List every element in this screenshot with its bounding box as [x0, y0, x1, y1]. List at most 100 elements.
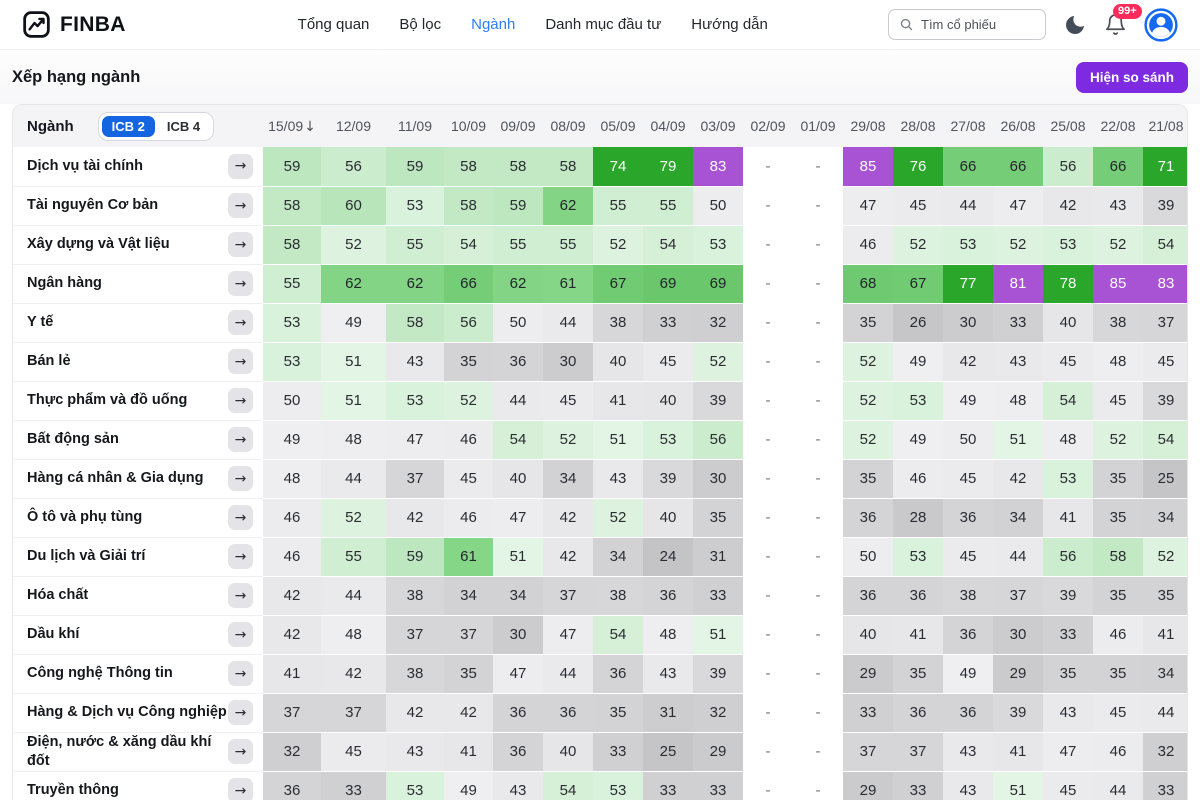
sector-detail-arrow-button[interactable]: → [228, 310, 253, 335]
notifications-button[interactable]: 99+ [1104, 4, 1142, 36]
icb-toggle: ICB 2 ICB 4 [97, 111, 215, 141]
date-column-header[interactable]: 22/08 [1100, 118, 1136, 134]
rank-cell: - [743, 420, 793, 460]
date-column-header[interactable]: 04/09 [650, 118, 686, 134]
date-column-header[interactable]: 09/09 [500, 118, 536, 134]
rank-cell: 40 [843, 615, 893, 655]
date-column-header[interactable]: 03/09 [700, 118, 736, 134]
right-arrow-icon: → [234, 236, 247, 253]
rank-cell: - [743, 771, 793, 800]
date-column-header[interactable]: 28/08 [900, 118, 936, 134]
sector-detail-arrow-button[interactable]: → [228, 466, 253, 491]
rank-cell: 38 [943, 576, 993, 616]
rank-cell: 56 [1043, 537, 1093, 577]
sector-detail-arrow-button[interactable]: → [228, 739, 253, 764]
sector-detail-arrow-button[interactable]: → [228, 193, 253, 218]
finba-logo-icon [22, 10, 51, 39]
rank-cell: 44 [1093, 771, 1143, 800]
rank-cell: 45 [1093, 381, 1143, 421]
sector-detail-arrow-button[interactable]: → [228, 271, 253, 296]
date-column-header[interactable]: 01/09 [800, 118, 836, 134]
nav-item[interactable]: Bộ lọc [399, 16, 442, 33]
rank-cell: 43 [643, 654, 693, 694]
sector-detail-arrow-button[interactable]: → [228, 505, 253, 530]
date-column-header[interactable]: 08/09 [550, 118, 586, 134]
top-right-controls: 99+ [888, 4, 1178, 42]
rank-cell: 37 [1143, 303, 1187, 343]
rank-cell: - [793, 732, 843, 772]
sector-detail-arrow-button[interactable]: → [228, 661, 253, 686]
search-box[interactable] [888, 9, 1046, 40]
rank-cell: 45 [943, 537, 993, 577]
date-column-header[interactable]: 02/09 [750, 118, 786, 134]
rank-cell: 52 [843, 342, 893, 382]
rank-cell: 58 [444, 186, 493, 226]
rank-cell: 35 [1093, 654, 1143, 694]
nav-item[interactable]: Hướng dẫn [691, 16, 768, 33]
brand[interactable]: FINBA [22, 10, 126, 39]
rank-cell: 26 [893, 303, 943, 343]
rank-cell: 48 [321, 615, 386, 655]
rank-cell: 83 [693, 147, 743, 187]
rank-cell: 43 [1093, 186, 1143, 226]
rank-cell: 38 [386, 654, 444, 694]
rank-cell: 35 [444, 342, 493, 382]
nav-item[interactable]: Ngành [471, 16, 516, 33]
sector-detail-arrow-button[interactable]: → [228, 778, 253, 800]
sector-detail-arrow-button[interactable]: → [228, 583, 253, 608]
rank-cell: 56 [1043, 147, 1093, 187]
icb4-toggle[interactable]: ICB 4 [166, 118, 201, 134]
rank-cell: 44 [321, 459, 386, 499]
rank-cell: 50 [943, 420, 993, 460]
sector-detail-arrow-button[interactable]: → [228, 622, 253, 647]
rank-cell: 40 [643, 381, 693, 421]
sector-detail-arrow-button[interactable]: → [228, 388, 253, 413]
sector-detail-arrow-button[interactable]: → [228, 544, 253, 569]
account-button[interactable] [1144, 7, 1178, 42]
date-column-header[interactable]: 25/08 [1050, 118, 1086, 134]
sector-detail-arrow-button[interactable]: → [228, 349, 253, 374]
rank-cell: - [743, 303, 793, 343]
rank-cell: 58 [386, 303, 444, 343]
rank-cell: 36 [943, 693, 993, 733]
rank-cell: 53 [386, 186, 444, 226]
date-column-header[interactable]: 29/08 [850, 118, 886, 134]
nav-item[interactable]: Danh mục đầu tư [545, 16, 662, 33]
sector-detail-arrow-button[interactable]: → [228, 232, 253, 257]
date-column-header[interactable]: 10/09 [450, 118, 487, 134]
date-column-header[interactable]: 21/08 [1148, 118, 1184, 134]
rank-cell: 74 [593, 147, 643, 187]
table-row: Thực phẩm và đồ uống → 50 51 53 52 44 45 41 40 39-… [13, 381, 1187, 421]
date-column-header[interactable]: 26/08 [1000, 118, 1036, 134]
sector-detail-arrow-button[interactable]: → [228, 700, 253, 725]
sector-detail-arrow-button[interactable]: → [228, 427, 253, 452]
rank-cell: 37 [321, 693, 386, 733]
rank-cell: 36 [893, 576, 943, 616]
compare-button[interactable]: Hiện so sánh [1075, 61, 1188, 93]
dark-mode-toggle[interactable] [1063, 13, 1087, 37]
rank-cell: - [793, 225, 843, 265]
search-input[interactable] [921, 17, 1031, 32]
date-column-header[interactable]: 15/09↓ [268, 117, 316, 135]
rank-cell: - [793, 654, 843, 694]
rank-cell: 49 [893, 342, 943, 382]
nav-item[interactable]: Tổng quan [297, 16, 370, 33]
rank-cell: 50 [843, 537, 893, 577]
date-column-header[interactable]: 12/09 [335, 118, 372, 134]
date-column-header[interactable]: 27/08 [950, 118, 986, 134]
date-column-header[interactable]: 05/09 [600, 118, 636, 134]
rank-cell: 35 [1143, 576, 1187, 616]
sector-detail-arrow-button[interactable]: → [228, 153, 253, 179]
icb2-toggle[interactable]: ICB 2 [101, 115, 155, 137]
rank-cell: 52 [843, 420, 893, 460]
rank-cell: 36 [493, 342, 543, 382]
rank-cell: 32 [1143, 732, 1187, 772]
sector-rankings-table: Ngành ICB 2 ICB 4 15/09↓ 12/09 11/09 10/09 0… [12, 104, 1188, 800]
right-arrow-icon: → [234, 392, 247, 409]
rank-cell: 46 [444, 420, 493, 460]
sector-name-cell: Truyền thông → [13, 771, 263, 800]
rank-cell: 37 [386, 459, 444, 499]
rank-cell: 30 [993, 615, 1043, 655]
date-column-header[interactable]: 11/09 [398, 118, 432, 134]
rank-cell: 56 [444, 303, 493, 343]
